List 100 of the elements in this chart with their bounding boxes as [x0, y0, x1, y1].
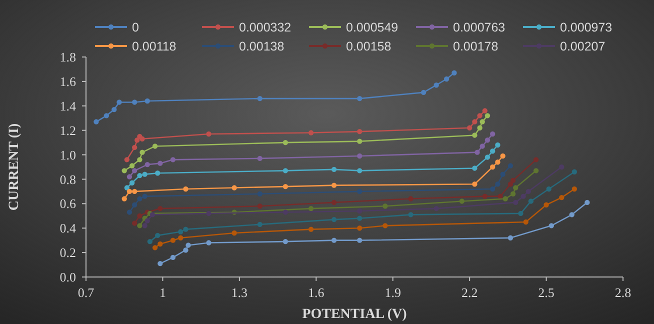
- point: [257, 191, 262, 196]
- point: [129, 163, 135, 168]
- point: [513, 185, 518, 190]
- point: [308, 206, 314, 212]
- point: [126, 188, 132, 194]
- point: [357, 168, 362, 174]
- point: [474, 150, 480, 155]
- point: [144, 162, 150, 168]
- point: [144, 218, 150, 224]
- point: [502, 196, 508, 202]
- point: [459, 198, 464, 204]
- y-tick-label: 1.4: [60, 98, 76, 114]
- x-tick-label: 1: [159, 285, 166, 300]
- point: [158, 160, 163, 166]
- point: [495, 182, 500, 187]
- point: [559, 164, 564, 170]
- point: [206, 210, 212, 216]
- legend-label: 0.000332: [239, 20, 292, 34]
- point: [158, 260, 163, 266]
- point: [520, 194, 526, 199]
- point: [132, 220, 138, 226]
- point: [144, 98, 150, 104]
- point: [155, 170, 160, 176]
- point: [170, 238, 176, 243]
- point: [142, 223, 148, 228]
- point: [282, 238, 288, 244]
- point: [357, 188, 362, 194]
- legend-label: 0.000763: [453, 20, 506, 34]
- point: [137, 172, 142, 178]
- point: [559, 194, 564, 200]
- point: [170, 254, 176, 260]
- point: [490, 164, 496, 170]
- point: [282, 210, 288, 215]
- x-axis-title: POTENTIAL (V): [302, 307, 408, 322]
- point: [140, 136, 145, 142]
- point: [158, 241, 163, 247]
- point: [178, 229, 184, 234]
- legend-label: 0.00118: [132, 39, 176, 54]
- point: [152, 245, 158, 250]
- point: [533, 157, 539, 162]
- point: [124, 157, 130, 162]
- point: [116, 100, 122, 105]
- point: [434, 82, 439, 88]
- point: [444, 76, 450, 82]
- point: [232, 185, 237, 190]
- point: [186, 242, 191, 248]
- point: [382, 204, 388, 209]
- point: [452, 70, 457, 76]
- point: [134, 138, 140, 143]
- point: [495, 160, 500, 165]
- point: [331, 216, 337, 222]
- point: [533, 168, 539, 174]
- point: [482, 108, 488, 114]
- point: [477, 125, 482, 130]
- point: [484, 113, 490, 118]
- point: [142, 172, 148, 177]
- point: [178, 235, 184, 240]
- point: [150, 212, 156, 218]
- legend-label: 0: [132, 20, 139, 34]
- point: [434, 206, 439, 212]
- point: [331, 182, 337, 188]
- point: [572, 169, 578, 174]
- point: [490, 148, 496, 154]
- point: [508, 163, 514, 168]
- y-tick-label: 0.8: [60, 172, 76, 187]
- legend-label: 0.00138: [239, 39, 284, 54]
- point: [170, 157, 176, 162]
- point: [132, 100, 138, 105]
- point: [569, 212, 574, 218]
- point: [472, 166, 478, 171]
- point: [132, 168, 138, 174]
- point: [308, 226, 314, 232]
- point: [546, 186, 552, 192]
- point: [584, 200, 590, 206]
- point: [544, 202, 549, 208]
- point: [477, 113, 482, 118]
- legend-label: 0.000973: [560, 20, 612, 34]
- point: [282, 168, 288, 174]
- point: [357, 226, 362, 231]
- y-axis-title: CURRENT (I): [7, 123, 22, 211]
- legend-label: 0.000549: [346, 20, 398, 34]
- point: [126, 174, 132, 180]
- point: [183, 186, 188, 192]
- x-tick-label: 2.5: [538, 285, 554, 300]
- x-tick-label: 2.2: [461, 285, 478, 300]
- point: [257, 204, 262, 209]
- point: [357, 238, 362, 243]
- point: [508, 182, 514, 187]
- point: [137, 213, 142, 218]
- x-tick-label: 1.3: [231, 285, 248, 300]
- point: [357, 96, 362, 102]
- point: [420, 90, 426, 96]
- legend-label: 0.00178: [453, 39, 498, 54]
- legend-label: 0.00158: [346, 39, 392, 54]
- point: [382, 223, 388, 228]
- point: [498, 194, 503, 199]
- point: [142, 194, 148, 199]
- point: [232, 230, 237, 236]
- y-tick-label: 1.2: [60, 122, 76, 138]
- point: [183, 248, 188, 253]
